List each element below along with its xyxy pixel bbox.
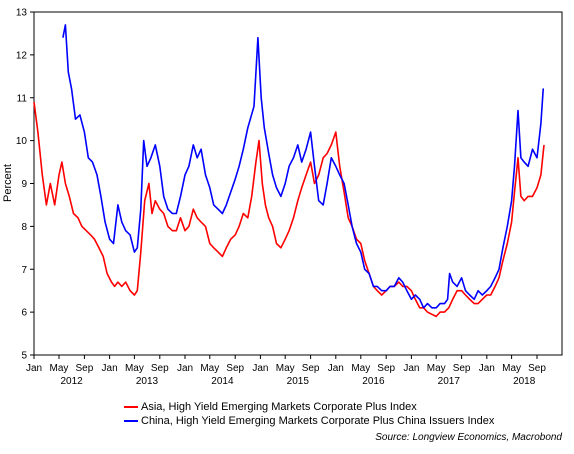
y-tick-label: 8 xyxy=(21,222,27,233)
series-layer xyxy=(33,24,545,318)
y-tick-label: 10 xyxy=(16,136,28,147)
x-tick-label: May xyxy=(50,363,69,374)
x-tick-label: Jan xyxy=(252,363,268,374)
legend-label-china: China, High Yield Emerging Markets Corpo… xyxy=(141,415,495,427)
x-tick-label: May xyxy=(427,363,446,374)
x-tick-label: May xyxy=(351,363,370,374)
series-line-asia xyxy=(33,101,545,318)
x-tick-label: May xyxy=(200,363,219,374)
series-line-china xyxy=(62,24,545,309)
y-tick-label: 5 xyxy=(21,351,27,362)
y-tick-label: 9 xyxy=(21,179,27,190)
plot-frame xyxy=(33,11,563,356)
legend-label-asia: Asia, High Yield Emerging Markets Corpor… xyxy=(141,401,417,413)
y-axis: 5 6 7 8 9 10 11 12 13 xyxy=(16,8,34,362)
x-year-label: 2018 xyxy=(513,376,536,387)
x-tick-label: May xyxy=(502,363,521,374)
x-year-label: 2012 xyxy=(60,376,83,387)
y-axis-title: Percent xyxy=(2,164,14,202)
legend-item-asia: Asia, High Yield Emerging Markets Corpor… xyxy=(124,400,494,414)
x-tick-label: Sep xyxy=(528,363,546,374)
x-year-label: 2015 xyxy=(287,376,310,387)
x-year-label: 2017 xyxy=(438,376,461,387)
x-tick-label: Jan xyxy=(102,363,118,374)
x-tick-label: Sep xyxy=(377,363,395,374)
x-tick-label: May xyxy=(276,363,295,374)
x-tick-label: Jan xyxy=(479,363,495,374)
x-tick-label: Sep xyxy=(302,363,320,374)
x-tick-label: Jan xyxy=(177,363,193,374)
x-tick-label: Sep xyxy=(453,363,471,374)
y-tick-label: 12 xyxy=(16,50,28,61)
x-year-label: 2013 xyxy=(136,376,159,387)
x-year-label: 2016 xyxy=(362,376,385,387)
legend-item-china: China, High Yield Emerging Markets Corpo… xyxy=(124,414,494,428)
source-note: Source: Longview Economics, Macrobond xyxy=(375,432,562,443)
legend-swatch-china xyxy=(124,420,138,422)
y-tick-label: 6 xyxy=(21,308,27,319)
x-tick-label: Sep xyxy=(226,363,244,374)
x-tick-label: Jan xyxy=(403,363,419,374)
x-tick-label: Sep xyxy=(151,363,169,374)
y-tick-label: 7 xyxy=(21,265,27,276)
x-tick-label: Jan xyxy=(26,363,42,374)
legend: Asia, High Yield Emerging Markets Corpor… xyxy=(124,400,494,428)
x-year-label: 2014 xyxy=(211,376,234,387)
x-tick-label: May xyxy=(125,363,144,374)
x-tick-label: Sep xyxy=(76,363,94,374)
x-tick-label: Jan xyxy=(328,363,344,374)
x-axis: Jan May Sep Jan May Sep Jan May Sep Jan May Sep Jan M… xyxy=(26,355,546,387)
y-tick-label: 13 xyxy=(16,8,28,19)
legend-swatch-asia xyxy=(124,406,138,408)
y-tick-label: 11 xyxy=(17,93,28,104)
